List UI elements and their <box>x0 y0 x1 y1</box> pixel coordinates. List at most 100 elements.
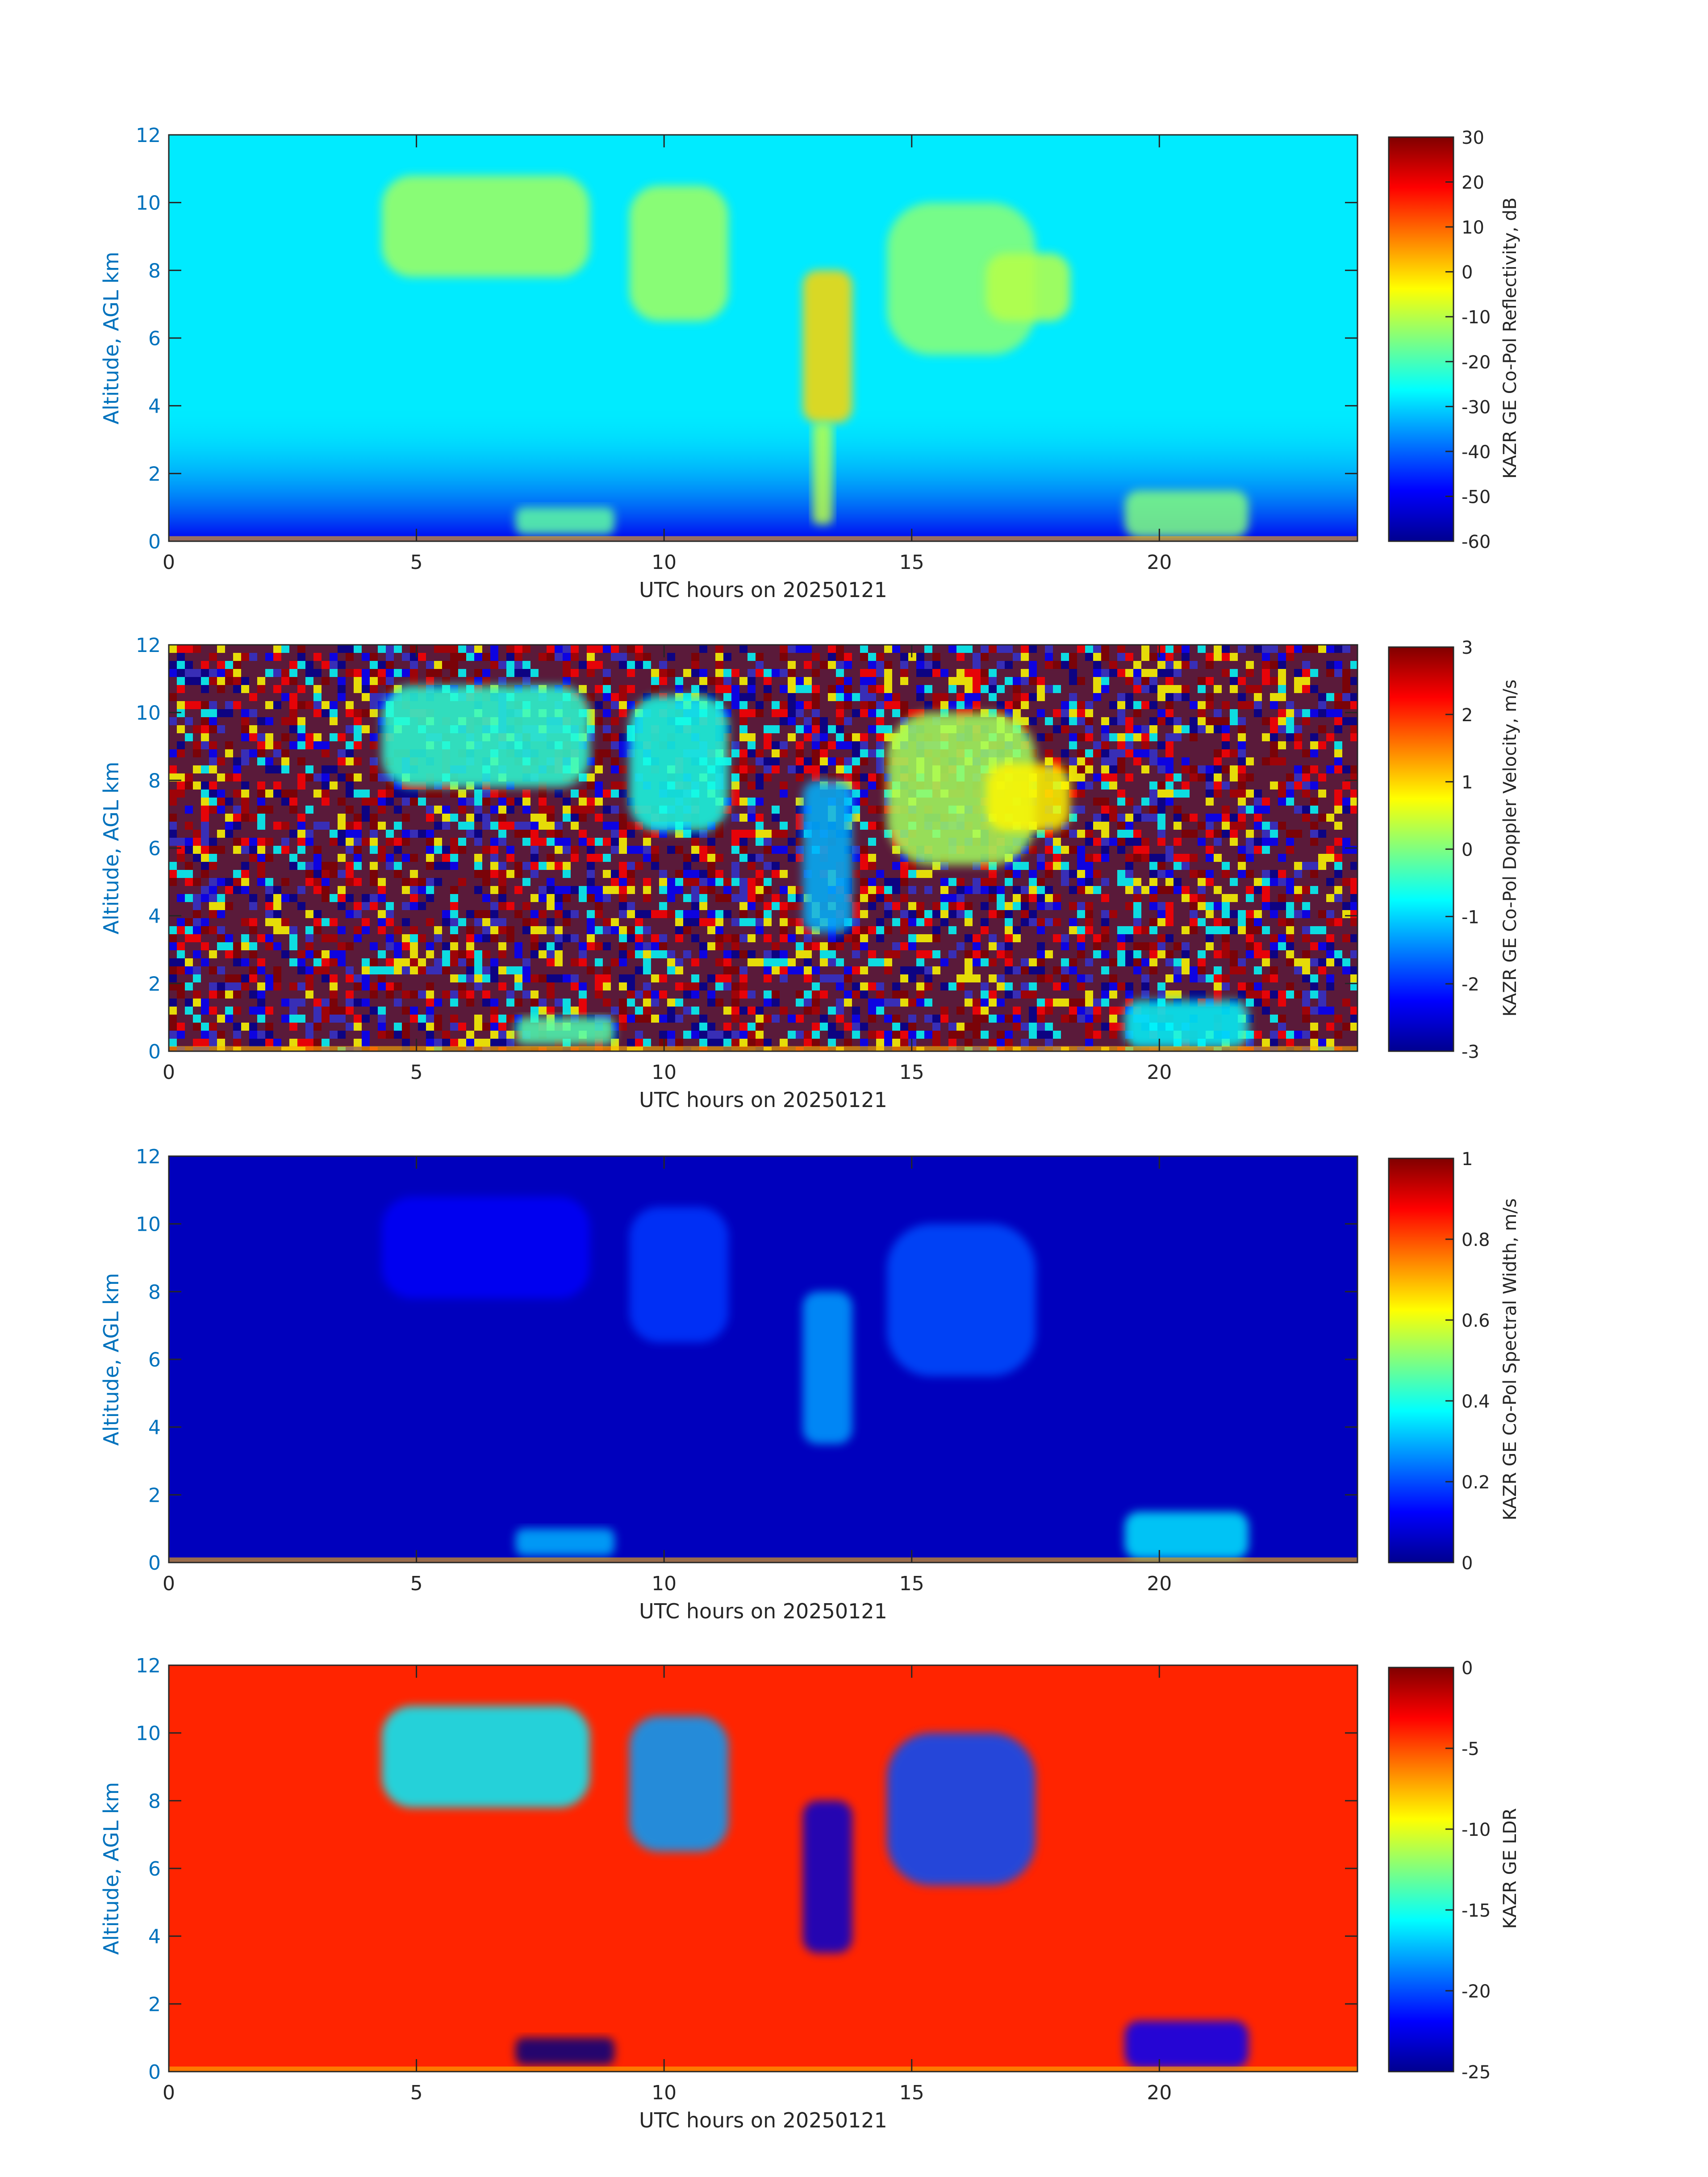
noise-cell <box>273 749 281 757</box>
noise-cell <box>241 790 249 798</box>
noise-cell <box>908 918 916 926</box>
noise-cell <box>812 669 820 677</box>
noise-cell <box>1069 1007 1077 1015</box>
noise-cell <box>780 902 788 910</box>
noise-cell <box>619 1023 627 1031</box>
noise-cell <box>289 669 297 677</box>
noise-cell <box>1262 990 1270 999</box>
noise-cell <box>884 1039 892 1047</box>
noise-cell <box>1270 701 1278 709</box>
noise-cell <box>547 838 555 846</box>
noise-cell <box>860 990 868 999</box>
noise-cell <box>1254 709 1262 717</box>
noise-cell <box>1157 918 1165 926</box>
y-tick-label: 2 <box>148 463 161 485</box>
noise-cell <box>1278 878 1286 886</box>
noise-cell <box>297 982 305 990</box>
noise-cell <box>595 982 603 990</box>
noise-cell <box>506 645 514 653</box>
noise-cell <box>305 974 313 982</box>
noise-cell <box>595 645 603 653</box>
noise-cell <box>1310 942 1318 950</box>
noise-cell <box>860 878 868 886</box>
noise-cell <box>1286 838 1294 846</box>
noise-cell <box>739 838 748 846</box>
noise-cell <box>1069 709 1077 717</box>
noise-cell <box>619 902 627 910</box>
noise-cell <box>1238 701 1246 709</box>
noise-cell <box>1302 1031 1310 1039</box>
noise-cell <box>1045 661 1053 669</box>
noise-cell <box>346 1007 354 1015</box>
noise-cell <box>748 781 756 790</box>
noise-cell <box>667 999 675 1007</box>
noise-cell <box>563 1007 571 1015</box>
noise-cell <box>490 822 498 830</box>
noise-cell <box>1173 685 1182 693</box>
noise-cell <box>1214 773 1222 781</box>
noise-cell <box>731 749 739 757</box>
noise-cell <box>362 1015 370 1023</box>
noise-cell <box>193 934 201 942</box>
noise-cell <box>852 773 860 781</box>
noise-cell <box>1157 661 1165 669</box>
noise-cell <box>651 1015 659 1023</box>
noise-cell <box>410 790 418 798</box>
noise-cell <box>1230 838 1238 846</box>
noise-cell <box>1173 733 1182 741</box>
noise-cell <box>844 999 852 1007</box>
noise-cell <box>490 1007 498 1015</box>
noise-cell <box>1133 725 1141 733</box>
noise-cell <box>1141 814 1149 822</box>
noise-cell <box>249 1031 257 1039</box>
noise-cell <box>1326 958 1334 966</box>
noise-cell <box>378 926 386 934</box>
noise-cell <box>1286 958 1294 966</box>
noise-cell <box>297 862 305 870</box>
noise-cell <box>579 814 587 822</box>
noise-cell <box>354 669 362 677</box>
noise-cell <box>466 1039 474 1047</box>
noise-cell <box>1157 854 1165 862</box>
noise-cell <box>1133 757 1141 765</box>
colorbar-tick-label: 30 <box>1462 128 1484 148</box>
cloud-feature <box>802 1801 852 1953</box>
noise-cell <box>796 773 804 781</box>
noise-cell <box>338 773 346 781</box>
noise-cell <box>1302 886 1310 894</box>
noise-cell <box>1270 830 1278 838</box>
noise-cell <box>185 677 193 685</box>
noise-cell <box>932 669 940 677</box>
noise-cell <box>522 990 530 999</box>
noise-cell <box>185 733 193 741</box>
noise-cell <box>1117 830 1125 838</box>
noise-cell <box>1085 838 1093 846</box>
noise-cell <box>1125 862 1133 870</box>
noise-cell <box>402 878 410 886</box>
noise-cell <box>289 854 297 862</box>
noise-cell <box>225 1007 233 1015</box>
noise-cell <box>1350 798 1357 806</box>
noise-cell <box>273 886 281 894</box>
noise-cell <box>981 645 989 653</box>
noise-cell <box>828 693 836 701</box>
noise-cell <box>410 870 418 878</box>
noise-cell <box>1262 645 1270 653</box>
noise-cell <box>1053 862 1061 870</box>
noise-cell <box>579 950 587 958</box>
noise-cell <box>225 741 233 749</box>
noise-cell <box>289 894 297 902</box>
noise-cell <box>209 982 217 990</box>
noise-cell <box>691 838 699 846</box>
noise-cell <box>1254 950 1262 958</box>
noise-cell <box>402 886 410 894</box>
noise-cell <box>442 990 450 999</box>
colorbar <box>1388 1667 1454 2073</box>
noise-cell <box>731 838 739 846</box>
noise-cell <box>1254 990 1262 999</box>
noise-cell <box>241 677 249 685</box>
noise-cell <box>281 894 289 902</box>
noise-cell <box>1061 717 1069 725</box>
noise-cell <box>699 854 707 862</box>
noise-cell <box>1069 765 1077 773</box>
